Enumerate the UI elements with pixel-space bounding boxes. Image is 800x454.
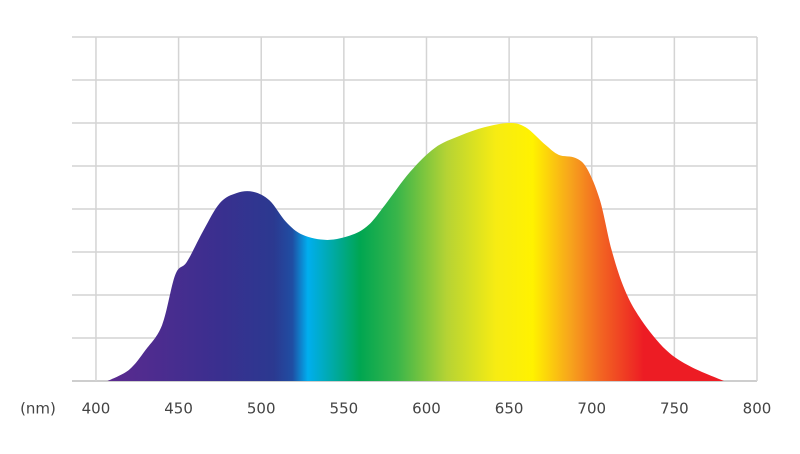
x-tick-label: 600 [412, 400, 441, 418]
x-tick-label: 500 [247, 400, 276, 418]
spectrum-area [107, 123, 724, 381]
x-tick-label: 700 [577, 400, 606, 418]
x-tick-label: 450 [164, 400, 193, 418]
x-tick-label: 750 [660, 400, 689, 418]
x-tick-label: 800 [743, 400, 772, 418]
x-tick-label: 400 [82, 400, 111, 418]
x-tick-label: 550 [330, 400, 359, 418]
x-axis-label: (nm) [20, 400, 56, 418]
x-tick-label: 650 [495, 400, 524, 418]
